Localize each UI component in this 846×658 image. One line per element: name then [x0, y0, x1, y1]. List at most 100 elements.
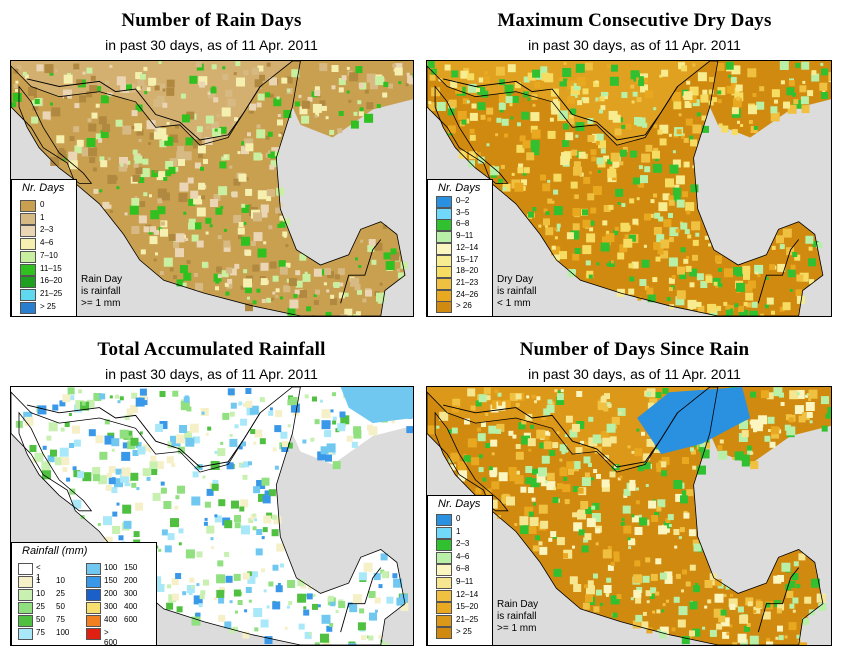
grid-cell: [92, 467, 101, 475]
grid-cell: [531, 394, 536, 399]
grid-cell: [556, 537, 565, 546]
grid-cell: [155, 461, 164, 470]
grid-cell: [325, 116, 329, 120]
grid-cell: [641, 259, 650, 268]
grid-cell: [290, 403, 300, 413]
grid-cell: [366, 102, 374, 110]
grid-cell: [739, 420, 748, 430]
grid-cell: [270, 160, 278, 168]
grid-cell: [796, 392, 800, 396]
grid-cell: [750, 451, 754, 455]
grid-cell: [131, 482, 137, 488]
grid-cell: [656, 462, 661, 468]
grid-cell: [261, 536, 265, 540]
grid-cell: [207, 426, 212, 431]
grid-cell: [51, 107, 61, 117]
legend-swatch: [436, 551, 452, 564]
grid-cell: [276, 187, 285, 196]
dry-specks: [427, 61, 831, 316]
grid-cell: [501, 494, 511, 504]
grid-cell: [600, 602, 603, 606]
grid-cell: [532, 69, 541, 78]
grid-cell: [668, 287, 673, 292]
legend-label-low: 25: [36, 602, 45, 611]
note-line: Dry Day: [497, 274, 534, 285]
grid-cell: [608, 204, 614, 210]
grid-cell: [728, 598, 738, 608]
grid-cell: [592, 502, 600, 510]
grid-cell: [217, 560, 224, 567]
grid-cell: [530, 125, 538, 133]
grid-cell: [130, 405, 138, 413]
grid-cell: [547, 130, 556, 139]
grid-cell: [646, 627, 653, 634]
grid-cell: [724, 315, 730, 316]
grid-cell: [737, 120, 740, 124]
grid-cell: [276, 543, 285, 552]
grid-cell: [320, 633, 329, 643]
grid-cell: [477, 156, 485, 164]
grid-cell: [315, 112, 320, 117]
grid-cell: [62, 394, 71, 403]
grid-cell: [503, 399, 511, 408]
grid-cell: [87, 118, 92, 123]
grid-cell: [540, 66, 548, 74]
grid-cell: [225, 291, 230, 296]
grid-cell: [286, 605, 290, 609]
grid-cell: [458, 470, 468, 480]
grid-cell: [393, 578, 403, 588]
grid-cell: [645, 557, 651, 563]
grid-cell: [777, 625, 783, 632]
grid-cell: [283, 285, 291, 293]
grid-cell: [586, 270, 594, 278]
grid-cell: [463, 455, 471, 463]
grid-cell: [655, 256, 661, 262]
grid-cell: [643, 244, 647, 248]
grid-cell: [511, 172, 515, 176]
grid-cell: [802, 412, 810, 421]
grid-cell: [555, 227, 560, 232]
grid-cell: [642, 575, 650, 583]
grid-cell: [559, 444, 567, 452]
grid-cell: [118, 535, 124, 541]
grid-cell: [717, 445, 723, 451]
grid-cell: [346, 66, 350, 70]
grid-cell: [631, 515, 639, 523]
grid-cell: [738, 433, 748, 442]
grid-cell: [69, 443, 74, 448]
grid-cell: [247, 132, 251, 137]
grid-cell: [560, 389, 564, 393]
grid-cell: [155, 423, 164, 432]
grid-cell: [189, 423, 199, 433]
grid-cell: [738, 306, 744, 312]
legend-swatch: [86, 628, 101, 640]
legend-swatch: [20, 225, 36, 238]
grid-cell: [330, 294, 335, 299]
grid-cell: [545, 211, 550, 216]
grid-cell: [216, 589, 225, 598]
grid-cell: [31, 116, 39, 124]
grid-cell: [486, 107, 494, 115]
panel-subtitle: in past 30 days, as of 11 Apr. 2011: [528, 37, 741, 53]
grid-cell: [287, 307, 296, 316]
grid-cell: [271, 514, 277, 520]
grid-cell: [678, 606, 688, 616]
grid-cell: [642, 611, 647, 616]
grid-cell: [153, 99, 162, 108]
grid-cell: [554, 236, 558, 240]
grid-cell: [135, 442, 142, 449]
grid-cell: [481, 422, 486, 427]
grid-cell: [120, 83, 130, 93]
grid-cell: [588, 171, 592, 175]
grid-cell: [254, 518, 258, 522]
grid-cell: [146, 476, 151, 481]
grid-cell: [587, 580, 594, 587]
grid-cell: [726, 85, 735, 94]
grid-cell: [385, 261, 395, 271]
grid-cell: [136, 86, 141, 91]
grid-cell: [592, 186, 602, 195]
grid-cell: [99, 189, 103, 193]
grid-cell: [156, 584, 165, 592]
grid-cell: [641, 431, 645, 436]
coastline: [11, 61, 406, 316]
